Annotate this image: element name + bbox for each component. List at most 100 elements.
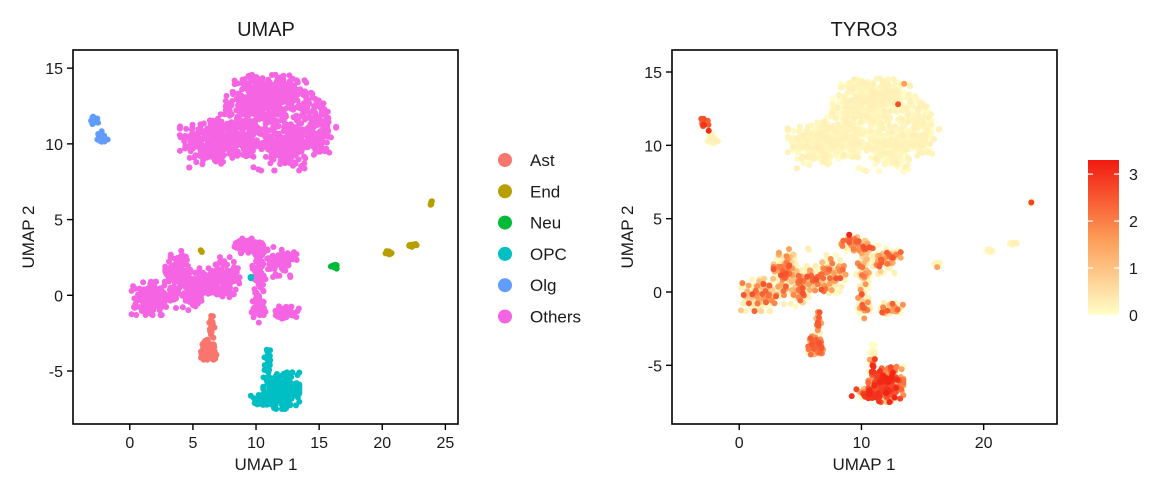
point-others (288, 103, 294, 109)
point-others (261, 288, 267, 294)
point-others (212, 150, 218, 156)
expression-point (902, 164, 908, 170)
point-others (242, 76, 248, 82)
point-others (250, 148, 256, 154)
point-others (270, 120, 276, 126)
expression-point (871, 101, 877, 107)
point-others (293, 97, 299, 103)
point-others (204, 155, 210, 161)
legend-label-ast: Ast (530, 151, 555, 170)
point-ast (198, 355, 204, 361)
point-others (228, 290, 234, 296)
legend-key-others (498, 310, 512, 324)
point-others (193, 159, 199, 165)
expression-point (871, 119, 877, 125)
expression-point (919, 150, 925, 156)
point-others (284, 134, 290, 140)
point-others (271, 157, 277, 163)
point-opc (264, 368, 270, 374)
point-others (264, 246, 270, 252)
point-others (296, 104, 302, 110)
point-ast (198, 349, 204, 355)
expression-point (868, 128, 874, 134)
point-others (210, 118, 216, 124)
point-others (258, 168, 264, 174)
expression-point (894, 160, 900, 166)
point-opc (266, 386, 272, 392)
expression-point (865, 141, 871, 147)
point-others (244, 101, 250, 107)
point-others (265, 142, 271, 148)
expression-point (808, 123, 814, 129)
point-others (290, 76, 296, 82)
expression-point (833, 252, 839, 258)
expression-point (843, 133, 849, 139)
expression-point (887, 136, 893, 142)
expression-point (906, 119, 912, 125)
point-others (223, 107, 229, 113)
point-others (303, 139, 309, 145)
point-others (279, 310, 285, 316)
legend-key-opc (498, 247, 512, 261)
point-others (235, 138, 241, 144)
point-others (294, 118, 300, 124)
expression-point (876, 168, 882, 174)
point-others (270, 244, 276, 250)
expression-point (1010, 240, 1016, 246)
point-others (169, 255, 175, 261)
expression-point (860, 80, 866, 86)
expression-point (831, 270, 837, 276)
point-ast (207, 352, 213, 358)
point-opc (262, 393, 268, 399)
point-others (266, 95, 272, 101)
expression-point (900, 132, 906, 138)
expression-point (892, 123, 898, 129)
point-others (218, 161, 224, 167)
point-others (312, 104, 318, 110)
point-others (315, 120, 321, 126)
point-others (320, 118, 326, 124)
x-tick-label: 25 (436, 435, 454, 452)
point-opc (248, 275, 254, 281)
point-others (220, 153, 226, 159)
point-others (177, 148, 183, 154)
legend-label-opc: OPC (530, 245, 567, 264)
point-others (185, 307, 191, 313)
point-olg (97, 138, 103, 144)
point-opc (283, 370, 289, 376)
point-others (283, 112, 289, 118)
point-others (197, 276, 203, 282)
point-others (291, 88, 297, 94)
point-others (255, 115, 261, 121)
expression-point (823, 152, 829, 158)
point-others (231, 259, 237, 265)
point-others (263, 154, 269, 160)
y-tick-label: 5 (54, 213, 63, 230)
legend-key-end (498, 184, 512, 198)
expression-point (715, 138, 721, 144)
point-olg (90, 116, 96, 122)
point-ast (209, 319, 215, 325)
expression-point (799, 156, 805, 162)
expression-point (831, 138, 837, 144)
legend-label-neu: Neu (530, 214, 561, 233)
point-opc (295, 372, 301, 378)
point-others (253, 239, 259, 245)
expression-point (926, 115, 932, 121)
point-others (266, 114, 272, 120)
expression-point (806, 138, 812, 144)
point-others (140, 279, 146, 285)
point-others (187, 155, 193, 161)
point-others (183, 126, 189, 132)
point-others (242, 244, 248, 250)
point-others (150, 307, 156, 313)
point-others (279, 139, 285, 145)
expression-point (785, 126, 791, 132)
point-others (274, 273, 280, 279)
expression-point (819, 259, 825, 265)
point-neu (334, 266, 340, 272)
point-others (282, 121, 288, 127)
expression-point (794, 165, 800, 171)
point-others (192, 144, 198, 150)
point-others (313, 148, 319, 154)
